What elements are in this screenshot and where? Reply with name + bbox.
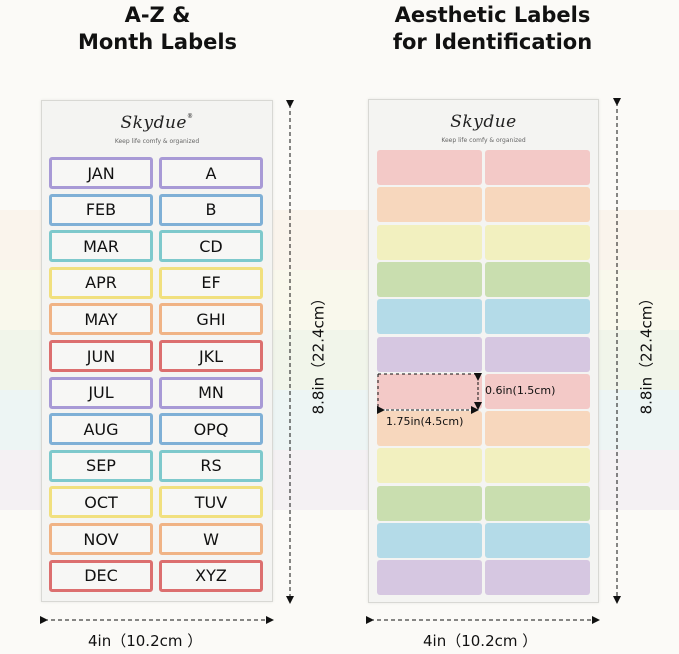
pastel-label-9-1 bbox=[485, 485, 590, 521]
pastel-label-9-0 bbox=[377, 485, 482, 521]
label-text: TUV bbox=[194, 492, 228, 512]
label-left-10: NOV bbox=[49, 523, 153, 555]
left-brand-logo: Skydue® bbox=[42, 113, 272, 133]
label-text: JKL bbox=[198, 346, 224, 366]
label-text: NOV bbox=[83, 529, 119, 549]
pastel-label-5-1 bbox=[485, 336, 590, 372]
label-right-2: CD bbox=[159, 230, 263, 263]
right-brand-logo: Skydue bbox=[369, 112, 598, 132]
label-left-8: SEP bbox=[49, 449, 153, 482]
pastel-label-11-1 bbox=[485, 560, 590, 596]
label-left-1: FEB bbox=[49, 193, 153, 226]
pastel-label-7-1 bbox=[485, 411, 590, 447]
left-heading-line2: Month Labels bbox=[77, 30, 238, 54]
label-text: EF bbox=[201, 273, 221, 293]
label-left-5: JUN bbox=[49, 340, 153, 372]
label-width-text: 1.75in(4.5cm) bbox=[386, 415, 464, 428]
pastel-label-8-1 bbox=[485, 448, 590, 484]
right-width-label: 4in（10.2cm ） bbox=[423, 632, 538, 650]
label-right-4: GHI bbox=[159, 303, 263, 336]
label-right-10: W bbox=[159, 523, 263, 555]
pastel-label-5-0 bbox=[377, 336, 482, 372]
label-left-9: OCT bbox=[49, 486, 153, 519]
label-left-6: JUL bbox=[49, 376, 153, 409]
label-right-9: TUV bbox=[159, 486, 263, 519]
label-right-0: A bbox=[159, 157, 263, 189]
label-left-11: DEC bbox=[49, 559, 153, 592]
pastel-label-10-0 bbox=[377, 523, 482, 558]
left-brand-name: Skydue bbox=[120, 113, 187, 133]
label-text: B bbox=[205, 200, 217, 220]
label-text: MAY bbox=[84, 309, 118, 329]
month-label-sheet: Skydue® Keep life comfy & organized JAN A… bbox=[41, 100, 273, 602]
pastel-label-3-0 bbox=[377, 261, 482, 297]
label-text: SEP bbox=[86, 456, 116, 476]
right-heading-line1: Aesthetic Labels bbox=[394, 3, 591, 27]
label-height-text: 0.6in(1.5cm) bbox=[485, 384, 556, 397]
label-right-8: RS bbox=[159, 449, 263, 482]
right-heading-line2: for Identification bbox=[392, 30, 593, 54]
label-text: FEB bbox=[85, 200, 117, 220]
pastel-label-0-1 bbox=[485, 150, 590, 185]
label-text: JUL bbox=[88, 383, 114, 403]
label-right-7: OPQ bbox=[159, 413, 263, 446]
right-height-label: 8.8in（22.4cm） bbox=[637, 290, 656, 415]
label-text: DEC bbox=[84, 566, 118, 586]
pastel-label-1-1 bbox=[485, 187, 590, 223]
pastel-label-1-0 bbox=[377, 187, 482, 223]
pastel-label-3-1 bbox=[485, 261, 590, 297]
label-right-1: B bbox=[159, 193, 263, 226]
pastel-label-4-0 bbox=[377, 299, 482, 335]
label-left-0: JAN bbox=[49, 157, 153, 189]
label-text: XYZ bbox=[195, 566, 227, 586]
label-left-2: MAR bbox=[49, 230, 153, 263]
pastel-label-4-1 bbox=[485, 299, 590, 335]
right-brand-name: Skydue bbox=[450, 112, 517, 132]
pastel-label-10-1 bbox=[485, 523, 590, 558]
aesthetic-label-sheet: Skydue Keep life comfy & organized bbox=[368, 99, 599, 603]
pastel-label-7-0 bbox=[377, 411, 482, 447]
label-text: APR bbox=[85, 273, 117, 293]
label-text: MAR bbox=[83, 236, 119, 256]
label-right-5: JKL bbox=[159, 340, 263, 372]
label-text: JAN bbox=[87, 163, 115, 183]
left-heading-line1: A-Z & bbox=[124, 3, 191, 27]
label-left-3: APR bbox=[49, 266, 153, 299]
pastel-label-6-0 bbox=[377, 373, 482, 409]
label-right-3: EF bbox=[159, 266, 263, 299]
pastel-label-6-1 bbox=[485, 373, 590, 409]
left-height-label: 8.8in（22.4cm） bbox=[309, 290, 328, 415]
pastel-label-2-1 bbox=[485, 224, 590, 260]
label-text: RS bbox=[200, 456, 222, 476]
right-heading: Aesthetic Labels for Identification bbox=[355, 2, 630, 56]
label-text: AUG bbox=[83, 419, 119, 439]
left-tagline: Keep life comfy & organized bbox=[114, 138, 200, 145]
label-text: CD bbox=[199, 236, 223, 256]
label-text: A bbox=[205, 163, 217, 183]
label-text: GHI bbox=[196, 309, 226, 329]
label-right-11: XYZ bbox=[159, 559, 263, 592]
left-brand-mark: ® bbox=[186, 113, 194, 120]
label-text: W bbox=[203, 529, 219, 549]
label-text: OPQ bbox=[193, 419, 229, 439]
right-tagline: Keep life comfy & organized bbox=[441, 137, 526, 144]
label-left-4: MAY bbox=[49, 303, 153, 336]
label-text: OCT bbox=[84, 492, 118, 512]
pastel-label-2-0 bbox=[377, 224, 482, 260]
label-left-7: AUG bbox=[49, 413, 153, 446]
pastel-label-11-0 bbox=[377, 560, 482, 596]
left-heading: A-Z & Month Labels bbox=[40, 2, 275, 56]
label-text: MN bbox=[198, 383, 224, 403]
label-text: JUN bbox=[86, 346, 116, 366]
pastel-label-8-0 bbox=[377, 448, 482, 484]
left-width-label: 4in（10.2cm ） bbox=[88, 632, 203, 650]
label-right-6: MN bbox=[159, 376, 263, 409]
pastel-label-0-0 bbox=[377, 150, 482, 185]
